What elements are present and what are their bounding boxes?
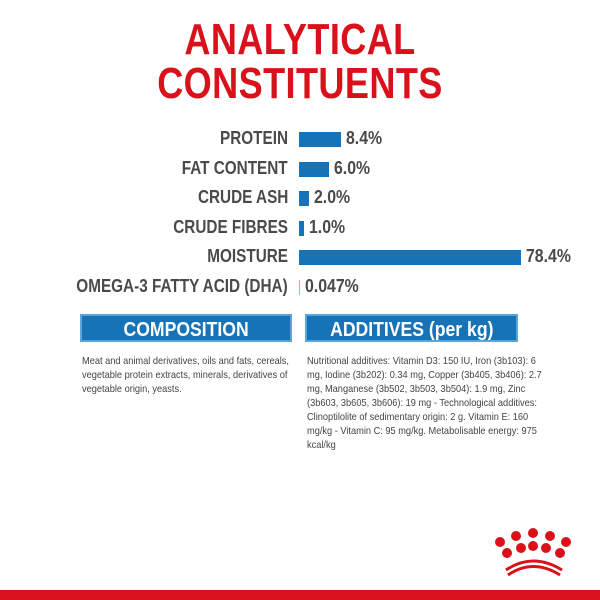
composition-header: COMPOSITION <box>80 314 292 342</box>
value-label: 0.047% <box>305 275 359 296</box>
value-label: 6.0% <box>334 157 371 178</box>
category-label: FAT CONTENT <box>182 157 288 178</box>
category-label: MOISTURE <box>207 246 288 266</box>
value-label: 8.4% <box>346 128 383 148</box>
additives-header: ADDITIVES (per kg) <box>305 314 518 342</box>
additives-heading: ADDITIVES (per kg) <box>329 319 494 341</box>
category-label: CRUDE ASH <box>197 187 288 207</box>
bar <box>299 279 300 295</box>
bar <box>299 161 329 177</box>
composition-heading: COMPOSITION <box>123 319 249 341</box>
composition-text: Meat and animal derivatives, oils and fa… <box>82 355 289 395</box>
title-line-2: CONSTITUENTS <box>157 59 443 108</box>
title-line-1: ANALYTICAL <box>184 15 416 64</box>
value-label: 78.4% <box>526 246 571 266</box>
bar <box>299 250 521 265</box>
category-label: OMEGA-3 FATTY ACID (DHA) <box>76 275 288 296</box>
bar <box>299 220 304 236</box>
category-label: CRUDE FIBRES <box>173 216 288 237</box>
value-label: 1.0% <box>309 216 346 237</box>
bar <box>299 191 309 206</box>
additives-text: Nutritional additives: Vitamin D3: 150 I… <box>307 355 542 451</box>
value-label: 2.0% <box>314 187 351 207</box>
category-label: PROTEIN <box>219 128 288 148</box>
royal-canin-crown-icon <box>495 528 571 577</box>
bottom-brand-bar <box>0 590 600 600</box>
bar <box>299 132 341 147</box>
